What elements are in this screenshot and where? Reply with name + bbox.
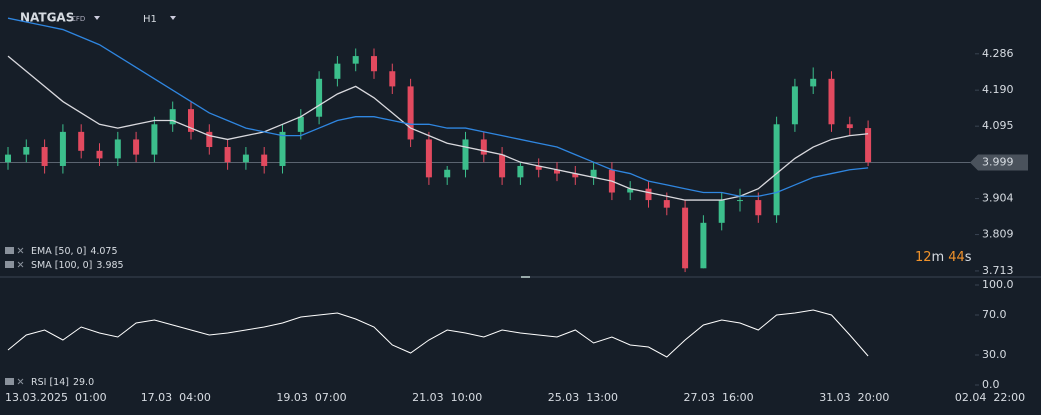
- candle-body: [78, 131, 85, 151]
- y-tick-label: 3.809: [982, 228, 1014, 241]
- rsi-name: RSI [14]: [31, 377, 69, 388]
- rsi-tick-label: 100.0: [982, 278, 1014, 291]
- candle-body: [737, 200, 743, 202]
- candle-body: [206, 131, 213, 148]
- timeframe[interactable]: H1: [143, 14, 157, 25]
- candle-body: [718, 200, 725, 223]
- candle-body: [279, 131, 286, 166]
- legend-icon: [5, 378, 14, 385]
- countdown: 12m 44s: [915, 250, 972, 265]
- candle-body: [810, 78, 817, 87]
- candle-body: [755, 200, 762, 216]
- candle-body: [41, 147, 48, 166]
- candle-body: [5, 154, 11, 163]
- candle-body: [224, 147, 231, 163]
- indicator-line: [7, 55, 869, 201]
- symbol-tag: CFD: [71, 15, 85, 23]
- timeframe-dropdown[interactable]: [170, 16, 176, 20]
- legend-entry: EMA [50, 0] 4.075: [31, 246, 118, 257]
- legend-icon: [5, 261, 14, 268]
- resize-handle[interactable]: [521, 276, 530, 278]
- candle-body: [297, 116, 304, 132]
- countdown-part: m: [932, 250, 945, 265]
- candle-body: [535, 165, 542, 170]
- x-tick-label: 21.03 10:00: [412, 391, 482, 404]
- candle-body: [517, 165, 524, 178]
- candle-body: [572, 173, 579, 178]
- x-tick-label: 25.03 13:00: [548, 391, 618, 404]
- legend-close: [17, 378, 24, 385]
- candle-body: [316, 78, 323, 117]
- x-tick-label: 17.03 04:00: [141, 391, 211, 404]
- candle-body: [242, 154, 249, 163]
- y-tick-label: 4.286: [982, 47, 1014, 60]
- last-price-tag: [970, 154, 1028, 171]
- last-price-label: 3.999: [982, 156, 1014, 169]
- legend-value: 3.985: [96, 260, 123, 271]
- rsi-tick-label: 70.0: [982, 308, 1007, 321]
- candle-body: [169, 109, 176, 125]
- candle-body: [334, 63, 341, 79]
- countdown-part: 44: [948, 250, 965, 265]
- indicator-line: [7, 17, 869, 197]
- candle-body: [462, 139, 469, 170]
- legend-close: [17, 247, 24, 254]
- legend-name: SMA [100, 0]: [31, 260, 92, 271]
- candle-body: [480, 139, 487, 155]
- x-tick-label: 31.03 20:00: [819, 391, 889, 404]
- candle-body: [371, 56, 377, 72]
- candle-body: [407, 86, 414, 140]
- y-tick-label: 3.904: [982, 192, 1014, 205]
- candle-body: [590, 169, 597, 178]
- candle-body: [828, 78, 835, 125]
- candle-body: [554, 169, 560, 174]
- y-tick-label: 3.713: [982, 264, 1014, 277]
- candle-body: [188, 109, 194, 132]
- candle-body: [133, 139, 140, 155]
- legend-entry: SMA [100, 0] 3.985: [31, 260, 124, 271]
- candle-body: [261, 154, 268, 166]
- candle-body: [499, 154, 506, 178]
- candle-body: [151, 124, 158, 155]
- legend-name: EMA [50, 0]: [31, 246, 86, 257]
- y-tick-label: 4.095: [982, 119, 1014, 132]
- countdown-part: s: [965, 250, 972, 265]
- candle-body: [645, 188, 652, 201]
- rsi-tick-label: 30.0: [982, 348, 1007, 361]
- candle-body: [682, 207, 689, 269]
- candle-body: [846, 124, 853, 129]
- candle-body: [444, 169, 451, 178]
- candle-body: [865, 128, 872, 163]
- rsi-line: [7, 309, 869, 358]
- candle-body: [791, 86, 798, 125]
- x-tick-label: 13.03.2025 01:00: [5, 391, 107, 404]
- symbol[interactable]: NATGAS: [20, 11, 74, 25]
- symbol-dropdown[interactable]: [94, 16, 100, 20]
- candle-body: [389, 71, 396, 87]
- legend-icon: [5, 247, 14, 254]
- y-tick-label: 4.190: [982, 83, 1014, 96]
- candle-body: [663, 200, 670, 208]
- candle-body: [352, 56, 359, 64]
- candle-body: [627, 188, 634, 193]
- candle-body: [773, 124, 780, 216]
- candle-body: [96, 150, 103, 159]
- rsi-legend: RSI [14] 29.0: [31, 377, 94, 388]
- x-tick-label: 19.03 07:00: [276, 391, 346, 404]
- candle-body: [59, 131, 66, 166]
- legend-close: [17, 261, 24, 268]
- candle-body: [700, 222, 707, 269]
- countdown-part: 12: [915, 250, 932, 265]
- candle-body: [23, 147, 30, 155]
- legend-value: 4.075: [90, 246, 117, 257]
- x-tick-label: 27.03 16:00: [684, 391, 754, 404]
- candle-body: [114, 139, 121, 159]
- x-tick-label: 02.04 22:00: [955, 391, 1025, 404]
- rsi-tick-label: 0.0: [982, 378, 1000, 391]
- candle-body: [425, 139, 432, 178]
- rsi-value: 29.0: [73, 377, 94, 388]
